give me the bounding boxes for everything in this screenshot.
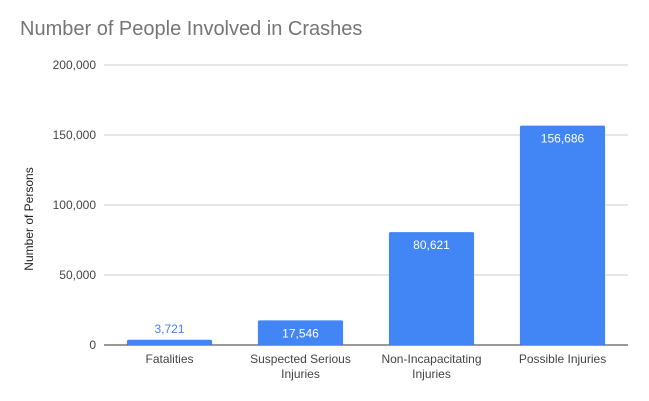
y-tick-label: 50,000	[59, 268, 96, 282]
bar	[126, 339, 213, 345]
y-axis-ticks: 0 50,000 100,000 150,000 200,000	[53, 58, 97, 352]
bars	[126, 125, 606, 345]
chart-title: Number of People Involved in Crashes	[20, 18, 363, 40]
x-axis-categories: Fatalities Suspected Serious Injuries Non-I…	[145, 352, 606, 381]
bar	[519, 125, 606, 345]
data-label: 3,721	[154, 322, 184, 336]
bar	[257, 320, 344, 345]
y-tick-label: 200,000	[53, 58, 97, 72]
category-label: Non-Incapacitating Injuries	[381, 352, 481, 381]
category-label: Fatalities	[145, 352, 193, 366]
y-tick-label: 100,000	[53, 198, 97, 212]
y-axis-title: Number of Persons	[22, 167, 36, 270]
data-labels: 3,721 17,546 80,621 156,686	[154, 132, 584, 341]
category-label: Possible Injuries	[519, 352, 606, 366]
category-label: Suspected Serious Injuries	[250, 352, 351, 381]
data-label: 17,546	[282, 326, 319, 340]
bar	[388, 232, 475, 345]
y-tick-label: 150,000	[53, 128, 97, 142]
data-label: 80,621	[413, 238, 450, 252]
data-label: 156,686	[541, 132, 585, 146]
y-tick-label: 0	[89, 338, 96, 352]
